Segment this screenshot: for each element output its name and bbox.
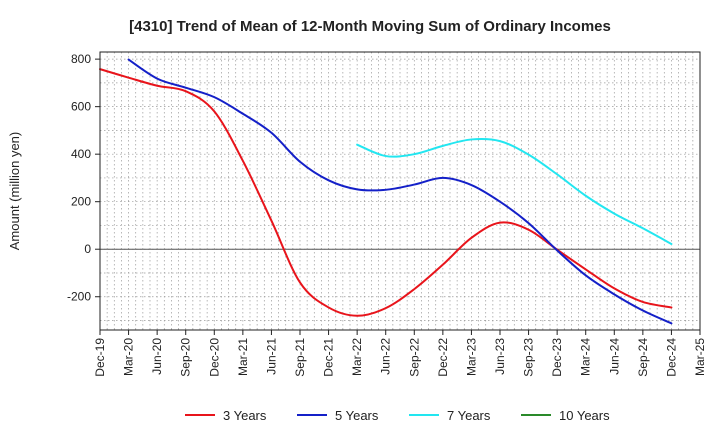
x-tick-label: Sep-24 xyxy=(636,338,650,377)
series-line-3-years xyxy=(99,68,673,317)
x-tick-label: Jun-22 xyxy=(379,338,393,375)
x-tick-label: Dec-19 xyxy=(93,338,107,377)
x-tick-label: Jun-23 xyxy=(493,338,507,375)
x-tick-label: Mar-20 xyxy=(122,338,136,376)
x-tick-label: Dec-23 xyxy=(550,338,564,377)
y-tick-label: -200 xyxy=(67,290,91,304)
legend-label-5-years: 5 Years xyxy=(335,408,379,423)
x-tick-label: Jun-24 xyxy=(607,338,621,375)
x-tick-label: Jun-21 xyxy=(264,338,278,375)
x-tick-label: Mar-22 xyxy=(350,338,364,376)
x-tick-label: Mar-23 xyxy=(464,338,478,376)
y-tick-label: 200 xyxy=(71,195,91,209)
y-tick-label: 800 xyxy=(71,52,91,66)
plot-frame xyxy=(99,51,701,331)
legend: 3 Years 5 Years 7 Years 10 Years xyxy=(185,408,610,423)
y-axis-title: Amount (million yen) xyxy=(7,132,22,251)
x-tick-label: Mar-21 xyxy=(236,338,250,376)
y-tick-label: 400 xyxy=(71,147,91,161)
series-line-5-years xyxy=(127,58,673,325)
y-axis-ticks: 800 600 400 200 0 -200 xyxy=(67,52,100,304)
x-axis-ticks: Dec-19 Mar-20 Jun-20 Sep-20 Dec-20 Mar-21 Jun-… xyxy=(93,330,707,377)
x-tick-label: Mar-25 xyxy=(693,338,707,376)
legend-label-10-years: 10 Years xyxy=(559,408,610,423)
grid xyxy=(100,52,700,330)
x-tick-label: Mar-24 xyxy=(579,338,593,376)
chart-title: [4310] Trend of Mean of 12-Month Moving … xyxy=(129,18,611,35)
legend-label-7-years: 7 Years xyxy=(447,408,491,423)
legend-label-3-years: 3 Years xyxy=(223,408,267,423)
x-tick-label: Jun-20 xyxy=(150,338,164,375)
x-tick-label: Dec-24 xyxy=(664,338,678,377)
y-tick-label: 0 xyxy=(84,242,91,256)
series-line-7-years xyxy=(356,137,673,245)
x-tick-label: Dec-21 xyxy=(322,338,336,377)
x-tick-label: Sep-22 xyxy=(407,338,421,377)
y-tick-label: 600 xyxy=(71,100,91,114)
x-tick-label: Sep-20 xyxy=(179,338,193,377)
x-tick-label: Dec-20 xyxy=(207,338,221,377)
x-tick-label: Dec-22 xyxy=(436,338,450,377)
series-lines xyxy=(99,58,673,325)
x-tick-label: Sep-23 xyxy=(522,338,536,377)
x-tick-label: Sep-21 xyxy=(293,338,307,377)
